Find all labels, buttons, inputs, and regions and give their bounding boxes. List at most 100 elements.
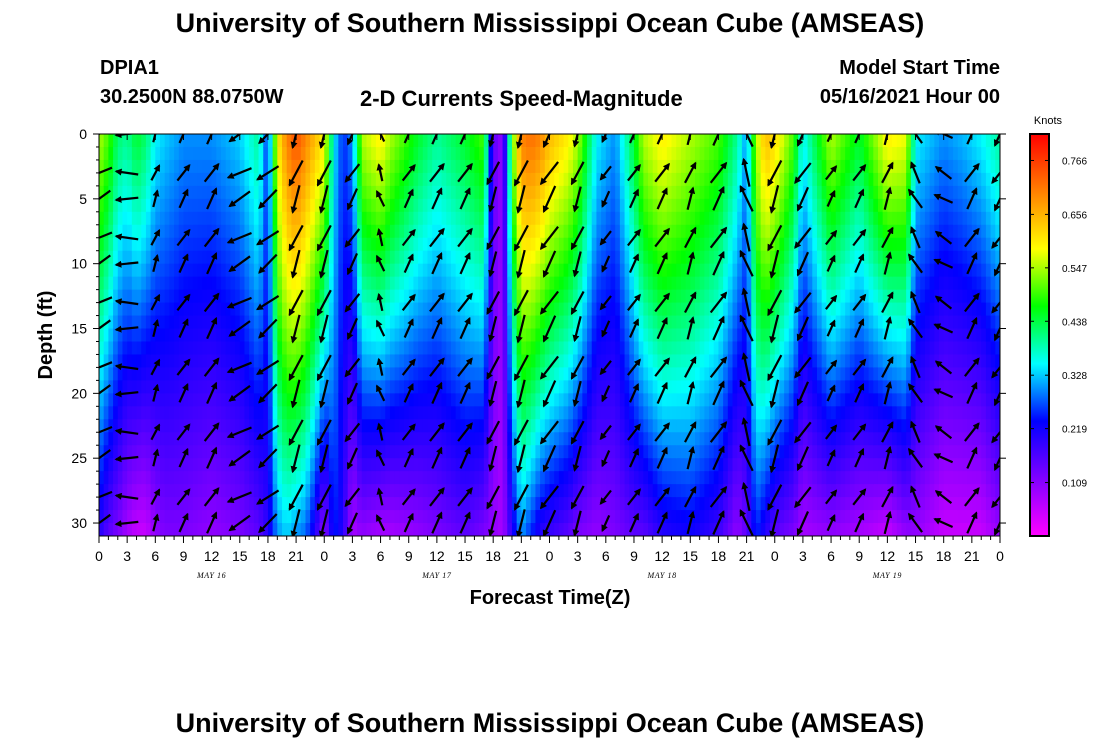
heatmap-cell <box>765 146 771 161</box>
heatmap-cell <box>305 185 311 200</box>
heatmap-cell <box>357 341 363 356</box>
heatmap-cell <box>718 523 724 536</box>
heatmap-cell <box>713 497 720 511</box>
heatmap-cell <box>441 302 447 317</box>
heatmap-cell <box>596 198 602 213</box>
heatmap-cell <box>802 159 809 174</box>
heatmap-cell <box>540 510 546 524</box>
heatmap-cell <box>643 354 649 369</box>
heatmap-cell <box>343 458 349 472</box>
heatmap-cell <box>418 211 424 226</box>
heatmap-cell <box>296 263 302 278</box>
heatmap-cell <box>160 276 166 291</box>
heatmap-cell <box>577 432 583 446</box>
heatmap-cell <box>666 497 673 511</box>
heatmap-cell <box>666 458 673 472</box>
heatmap-cell <box>493 263 499 278</box>
heatmap-cell <box>643 497 649 511</box>
heatmap-cell <box>253 198 260 213</box>
heatmap-cell <box>239 289 246 304</box>
heatmap-cell <box>206 276 213 291</box>
heatmap-cell <box>103 458 109 472</box>
heatmap-cell <box>821 523 827 536</box>
heatmap-cell <box>526 224 532 239</box>
heatmap-cell <box>427 315 433 330</box>
heatmap-cell <box>122 159 128 174</box>
heatmap-cell <box>591 341 598 356</box>
heatmap-cell <box>770 341 776 356</box>
heatmap-cell <box>389 354 396 369</box>
heatmap-cell <box>216 471 222 485</box>
heatmap-cell <box>765 276 771 291</box>
heatmap-cell <box>145 289 152 304</box>
heatmap-cell <box>469 510 476 524</box>
heatmap-cell <box>713 172 720 187</box>
heatmap-cell <box>385 276 391 291</box>
heatmap-cell <box>596 393 602 407</box>
heatmap-cell <box>671 471 677 485</box>
heatmap-cell <box>605 523 612 536</box>
heatmap-cell <box>774 134 781 148</box>
heatmap-cell <box>399 471 405 485</box>
heatmap-cell <box>540 134 546 148</box>
heatmap-cell <box>310 484 316 498</box>
heatmap-cell <box>770 250 776 265</box>
heatmap-cell <box>605 354 612 369</box>
heatmap-cell <box>160 224 166 239</box>
heatmap-cell <box>164 523 170 536</box>
heatmap-cell <box>483 146 490 161</box>
heatmap-cell <box>699 198 705 213</box>
heatmap-cell <box>568 471 574 485</box>
heatmap-cell <box>788 263 795 278</box>
heatmap-cell <box>469 250 476 265</box>
heatmap-cell <box>554 354 560 369</box>
heatmap-cell <box>587 198 593 213</box>
heatmap-cell <box>145 211 152 226</box>
heatmap-cell <box>760 224 766 239</box>
heatmap-cell <box>507 445 513 459</box>
heatmap-cell <box>671 458 677 472</box>
heatmap-cell <box>807 354 813 369</box>
heatmap-cell <box>300 159 307 174</box>
heatmap-cell <box>619 185 626 200</box>
heatmap-cell <box>244 302 250 317</box>
heatmap-cell <box>413 134 419 148</box>
heatmap-cell <box>141 354 147 369</box>
heatmap-cell <box>535 393 541 407</box>
heatmap-cell <box>596 458 602 472</box>
heatmap-cell <box>826 497 832 511</box>
heatmap-cell <box>408 471 415 485</box>
heatmap-cell <box>272 276 278 291</box>
heatmap-cell <box>516 289 522 304</box>
heatmap-cell <box>427 510 433 524</box>
heatmap-cell <box>310 497 316 511</box>
heatmap-cell <box>497 367 504 381</box>
heatmap-cell <box>192 224 199 239</box>
heatmap-cell <box>793 224 799 239</box>
heatmap-cell <box>779 237 785 252</box>
heatmap-cell <box>671 159 677 174</box>
heatmap-cell <box>624 263 630 278</box>
heatmap-cell <box>488 341 494 356</box>
heatmap-cell <box>751 471 757 485</box>
heatmap-cell <box>108 393 114 407</box>
heatmap-cell <box>474 159 480 174</box>
heatmap-cell <box>657 432 663 446</box>
heatmap-cell <box>676 185 682 200</box>
heatmap-cell <box>629 406 635 420</box>
heatmap-cell <box>122 419 128 433</box>
heatmap-cell <box>413 224 419 239</box>
heatmap-cell <box>357 134 363 148</box>
heatmap-cell <box>699 315 705 330</box>
heatmap-cell <box>216 328 222 343</box>
heatmap-cell <box>582 510 588 524</box>
heatmap-cell <box>591 185 598 200</box>
heatmap-cell <box>343 146 349 161</box>
heatmap-cell <box>615 315 621 330</box>
heatmap-cell <box>131 393 138 407</box>
heatmap-cell <box>568 367 574 381</box>
heatmap-cell <box>765 328 771 343</box>
heatmap-cell <box>169 237 175 252</box>
heatmap-cell <box>849 289 856 304</box>
heatmap-cell <box>239 185 246 200</box>
